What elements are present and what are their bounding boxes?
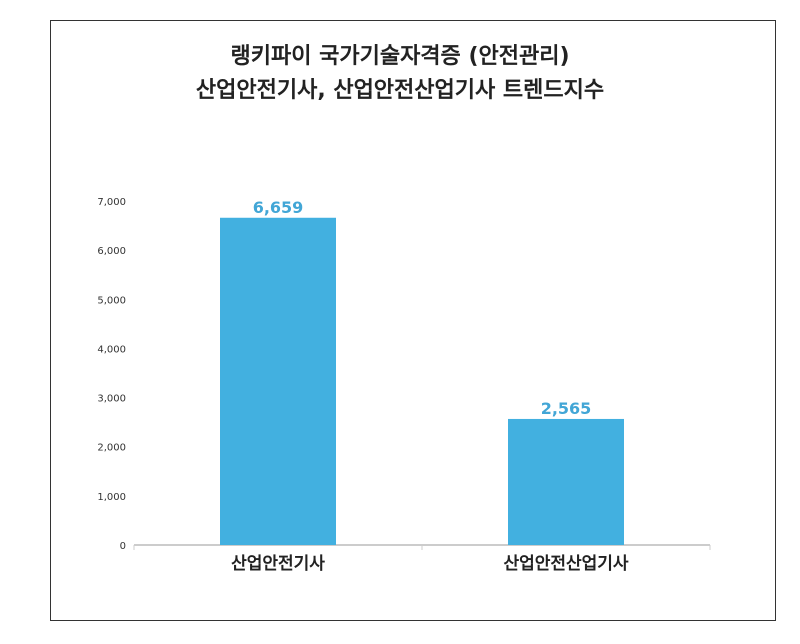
y-tick-label: 3,000 xyxy=(97,394,126,405)
chart-frame xyxy=(50,20,776,621)
category-label: 산업안전기사 xyxy=(231,554,325,574)
data-label: 2,565 xyxy=(541,399,592,418)
y-tick-label: 4,000 xyxy=(97,344,126,355)
chart-title-line-2: 산업안전기사, 산업안전산업기사 트렌드지수 xyxy=(195,78,605,103)
y-tick-label: 6,000 xyxy=(97,246,126,257)
chart-title: 랭키파이 국가기술자격증 (안전관리) 산업안전기사, 산업안전산업기사 트렌드… xyxy=(0,40,800,108)
category-label: 산업안전산업기사 xyxy=(503,554,628,574)
bar-2 xyxy=(508,418,624,545)
data-label: 6,659 xyxy=(253,198,304,217)
y-tick-label: 7,000 xyxy=(97,197,126,208)
bars xyxy=(220,217,624,545)
y-tick-label: 0 xyxy=(120,541,126,552)
data-labels: 6,659 2,565 xyxy=(253,198,592,418)
bar-1 xyxy=(220,217,336,545)
y-tick-label: 2,000 xyxy=(97,443,126,454)
category-labels: 산업안전기사 산업안전산업기사 xyxy=(231,554,629,574)
y-tick-label: 5,000 xyxy=(97,295,126,306)
chart-title-line-1: 랭키파이 국가기술자격증 (안전관리) xyxy=(230,44,570,69)
y-tick-label: 1,000 xyxy=(97,492,126,503)
x-axis xyxy=(133,544,711,550)
y-axis: 0 1,000 2,000 3,000 4,000 5,000 6,000 7,000 xyxy=(97,197,126,552)
